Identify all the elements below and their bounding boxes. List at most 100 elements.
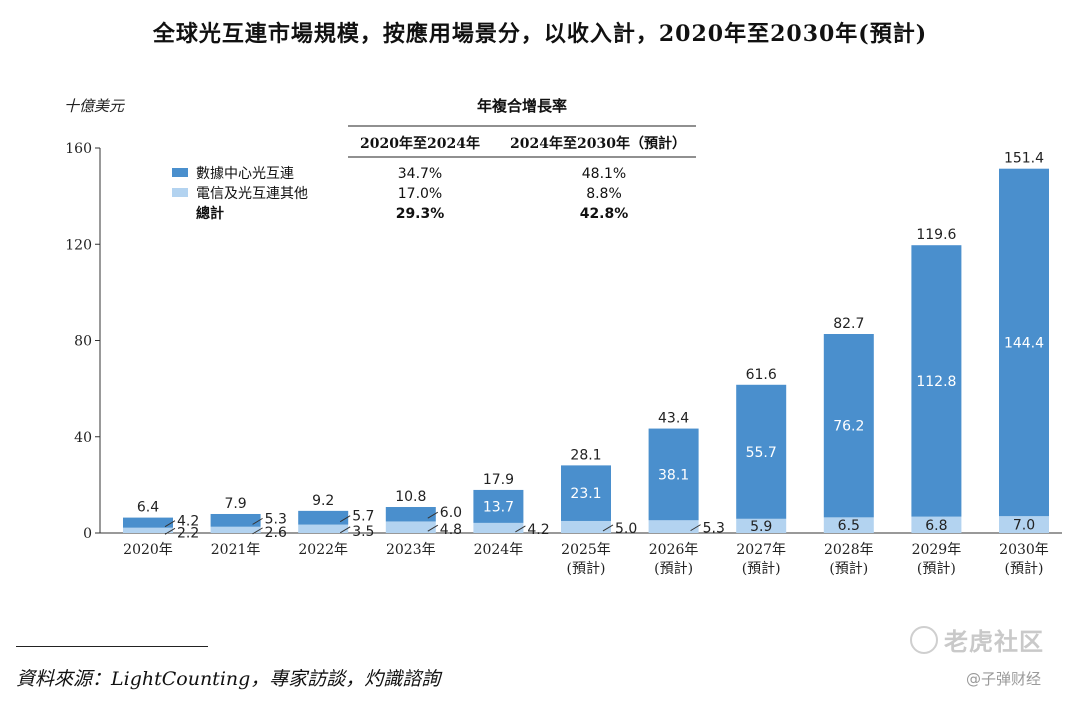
telecom-value-label: 6.5 <box>838 518 860 534</box>
datacenter-value-label: 112.8 <box>916 374 956 390</box>
total-label: 6.4 <box>137 500 159 516</box>
x-tick-label: 2029年 <box>912 542 962 558</box>
bar-datacenter <box>298 510 349 525</box>
legend-label: 數據中心光互連 <box>196 166 294 182</box>
y-tick-label: 40 <box>74 430 92 446</box>
bar-telecom <box>736 518 787 533</box>
bar-telecom <box>210 526 261 533</box>
source-divider <box>16 646 208 647</box>
tiger-watermark-text: 老虎社区 <box>944 628 1044 656</box>
x-tick-label: 2025年 <box>561 542 611 558</box>
bar-datacenter <box>473 489 524 523</box>
y-axis-label: 十億美元 <box>64 97 125 115</box>
x-tick-sublabel: (預計) <box>567 561 606 577</box>
bar-telecom <box>473 522 524 533</box>
bar-datacenter <box>736 384 787 519</box>
x-tick-label: 2030年 <box>999 542 1049 558</box>
x-tick-label: 2023年 <box>386 542 436 558</box>
bar-telecom <box>823 517 874 533</box>
legend-label: 總計 <box>196 205 224 222</box>
datacenter-value-label: 4.2 <box>177 514 199 530</box>
callout-tick <box>427 524 439 532</box>
total-label: 82.7 <box>833 316 864 332</box>
datacenter-value-label: 5.3 <box>265 511 287 527</box>
bar-telecom <box>911 516 962 533</box>
x-tick-label: 2022年 <box>298 542 348 558</box>
legend-swatch <box>172 168 188 177</box>
author-watermark: @子弹财经 <box>966 670 1042 688</box>
telecom-value-label: 3.5 <box>352 524 374 540</box>
callout-tick <box>515 525 526 533</box>
cagr-value-2024-2030: 48.1% <box>582 166 626 182</box>
bar-telecom <box>298 524 349 533</box>
bar-datacenter <box>823 334 874 518</box>
bar-datacenter <box>123 517 173 528</box>
bar-telecom <box>999 516 1049 533</box>
datacenter-value-label: 5.7 <box>352 509 374 525</box>
tiger-watermark: 老虎社区 <box>910 622 1044 657</box>
x-tick-label: 2024年 <box>474 542 524 558</box>
callout-tick <box>252 517 263 525</box>
datacenter-value-label: 38.1 <box>658 467 689 483</box>
cagr-table: 年複合增長率 2020年至2024年 2024年至2030年（預計） 數據中心光互連 3… <box>172 97 696 222</box>
telecom-value-label: 7.0 <box>1013 518 1035 534</box>
x-tick-label: 2020年 <box>123 542 173 558</box>
x-tick-sublabel: (預計) <box>917 561 956 577</box>
bar-telecom <box>648 520 699 533</box>
cagr-value-2020-2024: 29.3% <box>396 206 445 222</box>
datacenter-value-label: 76.2 <box>833 419 864 435</box>
telecom-value-label: 5.3 <box>703 521 725 537</box>
x-tick-label: 2028年 <box>824 542 874 558</box>
cagr-header-1: 2020年至2024年 <box>360 135 480 152</box>
cagr-value-2024-2030: 42.8% <box>580 206 629 222</box>
datacenter-value-label: 55.7 <box>746 445 777 461</box>
label-layer: 2020年6.44.22.22021年7.95.32.62022年9.25.73… <box>123 151 1049 577</box>
callout-tick <box>339 526 351 534</box>
datacenter-value-label: 13.7 <box>483 499 514 515</box>
callout-tick <box>339 515 351 523</box>
legend-swatch <box>172 188 188 197</box>
total-label: 17.9 <box>483 472 514 488</box>
telecom-value-label: 5.9 <box>750 519 772 535</box>
callout-tick <box>690 524 701 532</box>
total-label: 119.6 <box>916 227 956 243</box>
bar-telecom <box>123 527 173 533</box>
telecom-value-label: 4.2 <box>527 522 549 538</box>
x-tick-sublabel: (預計) <box>829 561 868 577</box>
legend-label: 電信及光互連其他 <box>196 186 308 202</box>
telecom-value-label: 6.8 <box>925 518 947 534</box>
y-tick-label: 80 <box>74 334 92 350</box>
bar-telecom <box>561 520 611 533</box>
x-tick-sublabel: (預計) <box>654 561 693 577</box>
cagr-header-2: 2024年至2030年（預計） <box>510 135 686 152</box>
y-tick-label: 0 <box>83 526 92 542</box>
datacenter-value-label: 6.0 <box>440 505 462 521</box>
total-label: 9.2 <box>312 493 334 509</box>
datacenter-value-label: 144.4 <box>1004 335 1044 351</box>
total-label: 28.1 <box>570 447 601 463</box>
total-label: 10.8 <box>395 489 426 505</box>
x-tick-sublabel: (預計) <box>1005 561 1044 577</box>
bar-datacenter <box>999 168 1049 517</box>
cagr-value-2020-2024: 17.0% <box>398 186 442 202</box>
telecom-value-label: 2.2 <box>177 525 199 541</box>
y-tick-label: 160 <box>65 141 92 157</box>
total-label: 7.9 <box>224 496 246 512</box>
y-tick-label: 120 <box>65 237 92 253</box>
bar-datacenter <box>385 507 436 522</box>
callout-tick <box>164 520 176 528</box>
bar-telecom <box>385 521 436 533</box>
telecom-value-label: 4.8 <box>440 522 462 538</box>
cagr-value-2024-2030: 8.8% <box>586 186 622 202</box>
x-tick-label: 2026年 <box>649 542 699 558</box>
source-note: 資料來源：LightCounting，專家訪談，灼識諮詢 <box>16 668 441 690</box>
bar-datacenter <box>561 465 611 521</box>
tiger-logo-icon <box>910 626 938 654</box>
chart-title: 全球光互連市場規模，按應用場景分，以收入計，2020年至2030年(預計) <box>152 21 928 47</box>
bar-datacenter <box>648 428 699 521</box>
callout-tick <box>252 527 263 535</box>
total-label: 151.4 <box>1004 151 1044 167</box>
total-label: 43.4 <box>658 411 689 427</box>
bar-datacenter <box>911 245 962 517</box>
